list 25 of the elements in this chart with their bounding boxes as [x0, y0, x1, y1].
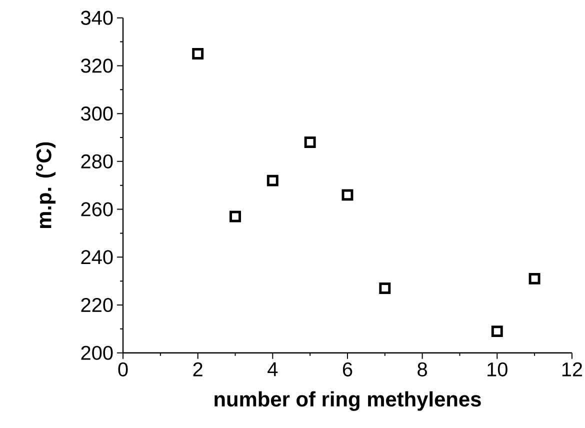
y-tick-label: 200 — [81, 346, 113, 360]
y-tick-label: 280 — [81, 154, 113, 168]
y-tick-label: 240 — [81, 250, 113, 264]
x-axis-title: number of ring methylenes — [214, 391, 481, 411]
y-tick-label: 260 — [81, 202, 113, 216]
x-tick-label: 2 — [193, 362, 202, 376]
x-tick-label: 0 — [118, 362, 128, 376]
y-tick-label: 320 — [81, 58, 113, 73]
y-axis-title: m.p. (°C) — [36, 142, 56, 228]
y-tick-label: 300 — [81, 106, 113, 121]
y-tick-label: 340 — [81, 10, 113, 25]
x-tick-label: 6 — [342, 362, 352, 376]
point — [491, 326, 503, 338]
point — [304, 136, 316, 148]
x-tick-label: 8 — [418, 362, 427, 376]
point — [528, 272, 540, 284]
point — [342, 189, 354, 201]
point — [230, 210, 241, 222]
x-tick-label: 12 — [562, 362, 582, 376]
y-tick-label: 220 — [81, 298, 113, 312]
point — [266, 174, 278, 186]
point — [379, 282, 391, 294]
x-tick-label: 10 — [488, 362, 508, 376]
point — [192, 48, 204, 60]
x-tick-label: 4 — [268, 362, 278, 376]
